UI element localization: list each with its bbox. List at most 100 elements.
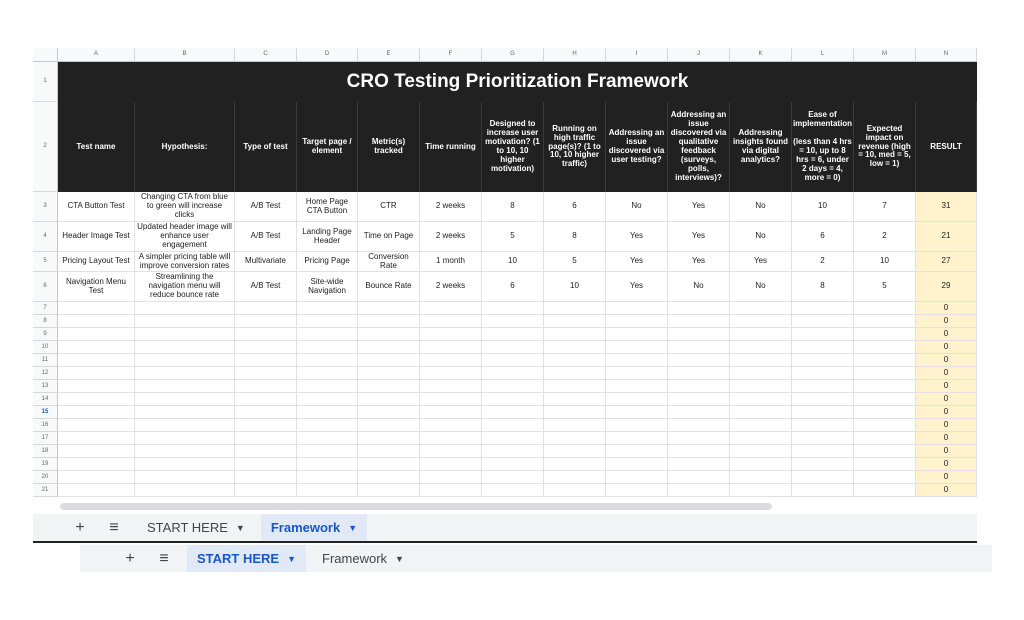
empty-cell[interactable] <box>854 367 916 380</box>
empty-cell[interactable] <box>544 484 606 497</box>
cell[interactable]: CTR <box>358 192 420 222</box>
empty-cell[interactable] <box>792 471 854 484</box>
cell[interactable]: 10 <box>544 272 606 302</box>
empty-cell[interactable] <box>58 315 135 328</box>
row-number[interactable]: 18 <box>33 445 58 458</box>
empty-cell[interactable] <box>482 341 544 354</box>
cell[interactable]: Yes <box>668 192 730 222</box>
cell[interactable]: Bounce Rate <box>358 272 420 302</box>
empty-cell[interactable] <box>854 354 916 367</box>
row-number[interactable]: 3 <box>33 192 58 222</box>
empty-cell[interactable] <box>730 393 792 406</box>
empty-cell[interactable] <box>854 484 916 497</box>
empty-cell[interactable] <box>854 432 916 445</box>
column-header[interactable]: C <box>235 48 297 62</box>
empty-cell[interactable] <box>544 445 606 458</box>
empty-cell[interactable] <box>420 406 482 419</box>
row-number[interactable]: 13 <box>33 380 58 393</box>
cell[interactable]: Navigation Menu Test <box>58 272 135 302</box>
empty-cell[interactable] <box>58 432 135 445</box>
cell[interactable]: 2 <box>792 252 854 272</box>
empty-cell[interactable] <box>730 419 792 432</box>
sheet-tab[interactable]: START HERE ▼ <box>137 514 255 541</box>
empty-cell[interactable] <box>482 393 544 406</box>
cell[interactable]: A/B Test <box>235 272 297 302</box>
empty-cell[interactable] <box>135 341 235 354</box>
empty-cell[interactable] <box>792 484 854 497</box>
result-cell[interactable]: 0 <box>916 380 977 393</box>
column-header[interactable]: H <box>544 48 606 62</box>
empty-cell[interactable] <box>730 302 792 315</box>
empty-cell[interactable] <box>235 458 297 471</box>
empty-cell[interactable] <box>792 445 854 458</box>
empty-cell[interactable] <box>482 315 544 328</box>
empty-cell[interactable] <box>854 445 916 458</box>
empty-cell[interactable] <box>135 445 235 458</box>
cell[interactable]: 6 <box>544 192 606 222</box>
column-header[interactable]: J <box>668 48 730 62</box>
empty-cell[interactable] <box>420 367 482 380</box>
empty-cell[interactable] <box>854 341 916 354</box>
empty-cell[interactable] <box>420 380 482 393</box>
empty-cell[interactable] <box>668 380 730 393</box>
cell[interactable]: 6 <box>792 222 854 252</box>
cell[interactable]: 8 <box>792 272 854 302</box>
column-header[interactable]: I <box>606 48 668 62</box>
column-header[interactable]: B <box>135 48 235 62</box>
row-number[interactable]: 6 <box>33 272 58 302</box>
empty-cell[interactable] <box>297 432 358 445</box>
tab-menu-arrow[interactable]: ▼ <box>348 522 358 533</box>
empty-cell[interactable] <box>482 445 544 458</box>
empty-cell[interactable] <box>135 328 235 341</box>
empty-cell[interactable] <box>420 354 482 367</box>
empty-cell[interactable] <box>420 393 482 406</box>
empty-cell[interactable] <box>420 315 482 328</box>
empty-cell[interactable] <box>482 471 544 484</box>
empty-cell[interactable] <box>544 406 606 419</box>
result-cell[interactable]: 0 <box>916 419 977 432</box>
empty-cell[interactable] <box>792 458 854 471</box>
empty-cell[interactable] <box>606 354 668 367</box>
empty-cell[interactable] <box>668 432 730 445</box>
empty-cell[interactable] <box>792 380 854 393</box>
cell[interactable]: A/B Test <box>235 222 297 252</box>
empty-cell[interactable] <box>730 380 792 393</box>
column-header[interactable]: G <box>482 48 544 62</box>
row-number[interactable]: 4 <box>33 222 58 252</box>
empty-cell[interactable] <box>58 341 135 354</box>
empty-cell[interactable] <box>297 458 358 471</box>
column-header[interactable]: E <box>358 48 420 62</box>
result-cell[interactable]: 0 <box>916 393 977 406</box>
row-number[interactable]: 16 <box>33 419 58 432</box>
empty-cell[interactable] <box>482 354 544 367</box>
empty-cell[interactable] <box>297 341 358 354</box>
cell[interactable]: 5 <box>482 222 544 252</box>
empty-cell[interactable] <box>235 315 297 328</box>
cell[interactable]: 2 weeks <box>420 222 482 252</box>
cell[interactable]: 2 weeks <box>420 272 482 302</box>
empty-cell[interactable] <box>544 354 606 367</box>
empty-cell[interactable] <box>358 458 420 471</box>
empty-cell[interactable] <box>606 302 668 315</box>
empty-cell[interactable] <box>58 367 135 380</box>
column-header[interactable]: N <box>916 48 977 62</box>
cell[interactable]: 2 <box>854 222 916 252</box>
row-number[interactable]: 14 <box>33 393 58 406</box>
cell[interactable]: Updated header image will enhance user e… <box>135 222 235 252</box>
row-number[interactable]: 2 <box>33 102 58 192</box>
result-cell[interactable]: 29 <box>916 272 977 302</box>
empty-cell[interactable] <box>235 419 297 432</box>
empty-cell[interactable] <box>58 471 135 484</box>
empty-cell[interactable] <box>482 302 544 315</box>
cell[interactable]: Multivariate <box>235 252 297 272</box>
column-header[interactable]: A <box>58 48 135 62</box>
empty-cell[interactable] <box>668 484 730 497</box>
column-header[interactable]: L <box>792 48 854 62</box>
empty-cell[interactable] <box>792 302 854 315</box>
empty-cell[interactable] <box>730 458 792 471</box>
column-header[interactable]: F <box>420 48 482 62</box>
empty-cell[interactable] <box>606 484 668 497</box>
cell[interactable]: Time on Page <box>358 222 420 252</box>
cell[interactable]: Header Image Test <box>58 222 135 252</box>
empty-cell[interactable] <box>297 380 358 393</box>
